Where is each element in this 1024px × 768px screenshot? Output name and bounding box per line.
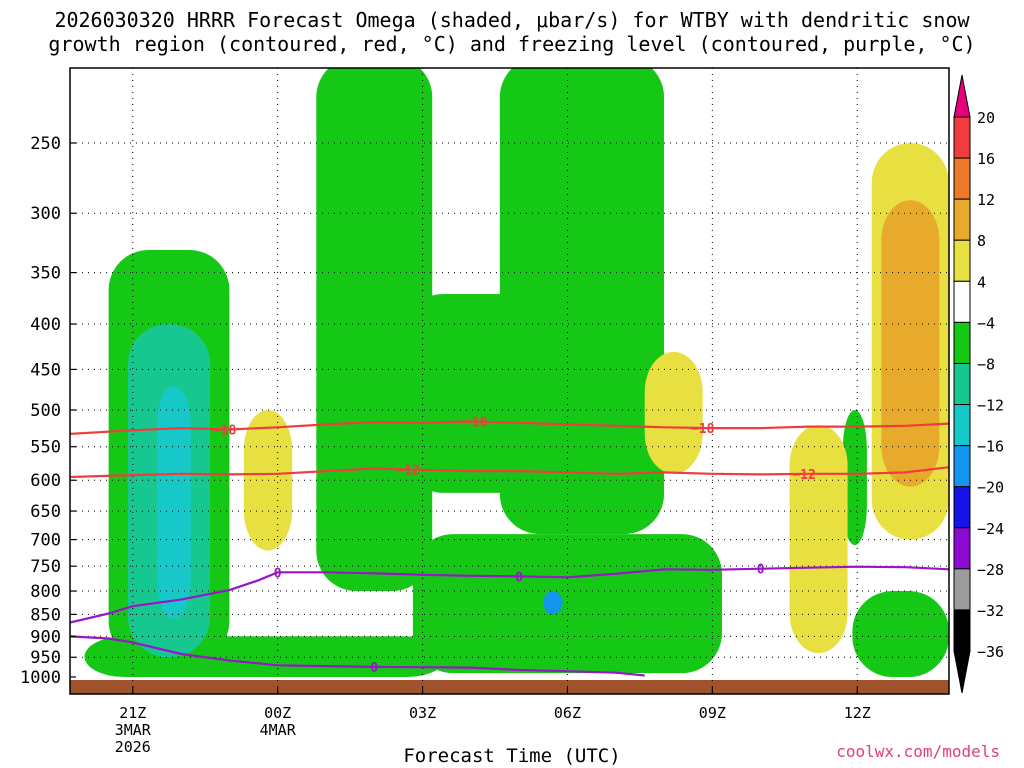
chart-title-line-2: growth region (contoured, red, °C) and f…: [48, 32, 976, 56]
dgz-contour-1: [70, 466, 949, 479]
freezing-level-contour-0-label-2: 0: [757, 563, 765, 578]
x-tick-label-24-0: 00Z: [264, 704, 291, 722]
colorbar-box-6: [953, 362, 971, 406]
x-axis-title: Forecast Time (UTC): [403, 745, 621, 767]
colorbar-label-5: −4: [977, 314, 995, 332]
omega-region-4: [499, 68, 665, 535]
colorbar-label-10: −24: [977, 520, 1004, 538]
dgz-contour-0-label-0: −18: [213, 423, 237, 438]
colorbar-box-11: [953, 568, 971, 611]
x-tick-label-21-2: 2026: [115, 738, 151, 756]
freezing-level-contour-0-label-0: 0: [274, 566, 282, 581]
dgz-contour-1-label-1: −12: [792, 468, 815, 483]
freezing-level-contour-0-label-1: 0: [515, 570, 523, 585]
freezing-level-contour-0: [70, 565, 949, 624]
x-tick-label-33-0: 09Z: [699, 704, 726, 722]
x-tick-label-30-0: 06Z: [554, 704, 581, 722]
x-tick-label-27-0: 03Z: [409, 704, 436, 722]
chart-title-line-1: 2026030320 HRRR Forecast Omega (shaded, …: [54, 8, 970, 32]
y-tick-label-600: 600: [30, 471, 61, 491]
colorbar-box-7: [953, 404, 971, 447]
y-tick-label-1000: 1000: [20, 668, 61, 688]
terrain-bar: [70, 680, 949, 694]
x-tick-label-36-0: 12Z: [844, 704, 871, 722]
y-tick-label-700: 700: [30, 531, 61, 551]
colorbar-label-6: −8: [977, 355, 995, 373]
y-tick-label-950: 950: [30, 648, 61, 668]
colorbar-arrow-top: [953, 74, 971, 118]
omega-region-6: [842, 410, 867, 546]
terrain-surface: [70, 680, 949, 694]
colorbar-label-9: −20: [977, 479, 1004, 497]
colorbar-label-8: −16: [977, 438, 1004, 456]
colorbar: 20 16 12 8 4 −4 −8 −12 −16 −20 −24 −28 −32 −36: [953, 74, 1004, 694]
colorbar-arrow-bottom: [953, 650, 971, 694]
colorbar-box-10: [953, 527, 971, 570]
colorbar-label-11: −28: [977, 561, 1004, 579]
y-tick-label-400: 400: [30, 315, 61, 335]
y-tick-label-850: 850: [30, 605, 61, 625]
dgz-contour-0-label-1: −18: [464, 416, 488, 431]
contour-lines: −18 −18 −18 −12 −12 0 0 0 0: [70, 416, 949, 677]
colorbar-label-7: −12: [977, 397, 1004, 415]
colorbar-box-4: [953, 280, 971, 323]
freezing-level-contour-1-label-0: 0: [370, 661, 378, 676]
y-tick-label-900: 900: [30, 627, 61, 647]
colorbar-box-8: [953, 445, 971, 488]
dgz-contour-0-label-2: −18: [691, 422, 715, 437]
x-tick-label-24-1: 4MAR: [260, 721, 297, 739]
gridlines: [70, 68, 949, 694]
y-tick-label-250: 250: [30, 134, 61, 154]
y-tick-label-300: 300: [30, 204, 61, 224]
y-tick-label-350: 350: [30, 264, 61, 284]
dgz-contour-1-label-0: −12: [396, 463, 419, 478]
omega-shading: [84, 68, 949, 677]
colorbar-label-13: −36: [977, 643, 1004, 661]
x-tick-label-21-1: 3MAR: [115, 721, 152, 739]
omega-region-9: [156, 386, 191, 619]
colorbar-box-3: [953, 239, 971, 282]
y-tick-label-550: 550: [30, 438, 61, 458]
omega-region-12: [644, 351, 703, 474]
plot-frame: [69, 67, 950, 695]
colorbar-label-2: 12: [977, 191, 995, 209]
colorbar-label-0: 20: [977, 109, 995, 127]
colorbar-label-12: −32: [977, 602, 1004, 620]
omega-region-15: [881, 200, 940, 487]
omega-region-2: [316, 68, 433, 592]
omega-region-7: [852, 591, 949, 677]
colorbar-box-9: [953, 486, 971, 529]
colorbar-label-3: 8: [977, 232, 986, 250]
dgz-contour-0: [70, 420, 949, 435]
colorbar-box-2: [953, 198, 971, 241]
y-tick-label-500: 500: [30, 401, 61, 421]
y-tick-label-450: 450: [30, 360, 61, 380]
omega-region-10: [543, 591, 563, 615]
freezing-level-contour-1: [70, 635, 645, 677]
y-axis: 2503003504004505005506006507007508008509…: [20, 134, 76, 688]
colorbar-label-1: 16: [977, 150, 995, 168]
y-tick-label-650: 650: [30, 502, 61, 522]
colorbar-box-12: [953, 609, 971, 652]
credit-text: coolwx.com/models: [836, 742, 1000, 761]
colorbar-box-1: [953, 157, 971, 200]
y-tick-label-800: 800: [30, 582, 61, 602]
omega-region-5: [412, 534, 723, 674]
colorbar-label-4: 4: [977, 273, 986, 291]
x-tick-label-21-0: 21Z: [119, 704, 146, 722]
y-tick-label-750: 750: [30, 557, 61, 577]
colorbar-box-0: [953, 116, 971, 159]
omega-region-13: [789, 425, 848, 654]
colorbar-box-5: [953, 321, 971, 364]
